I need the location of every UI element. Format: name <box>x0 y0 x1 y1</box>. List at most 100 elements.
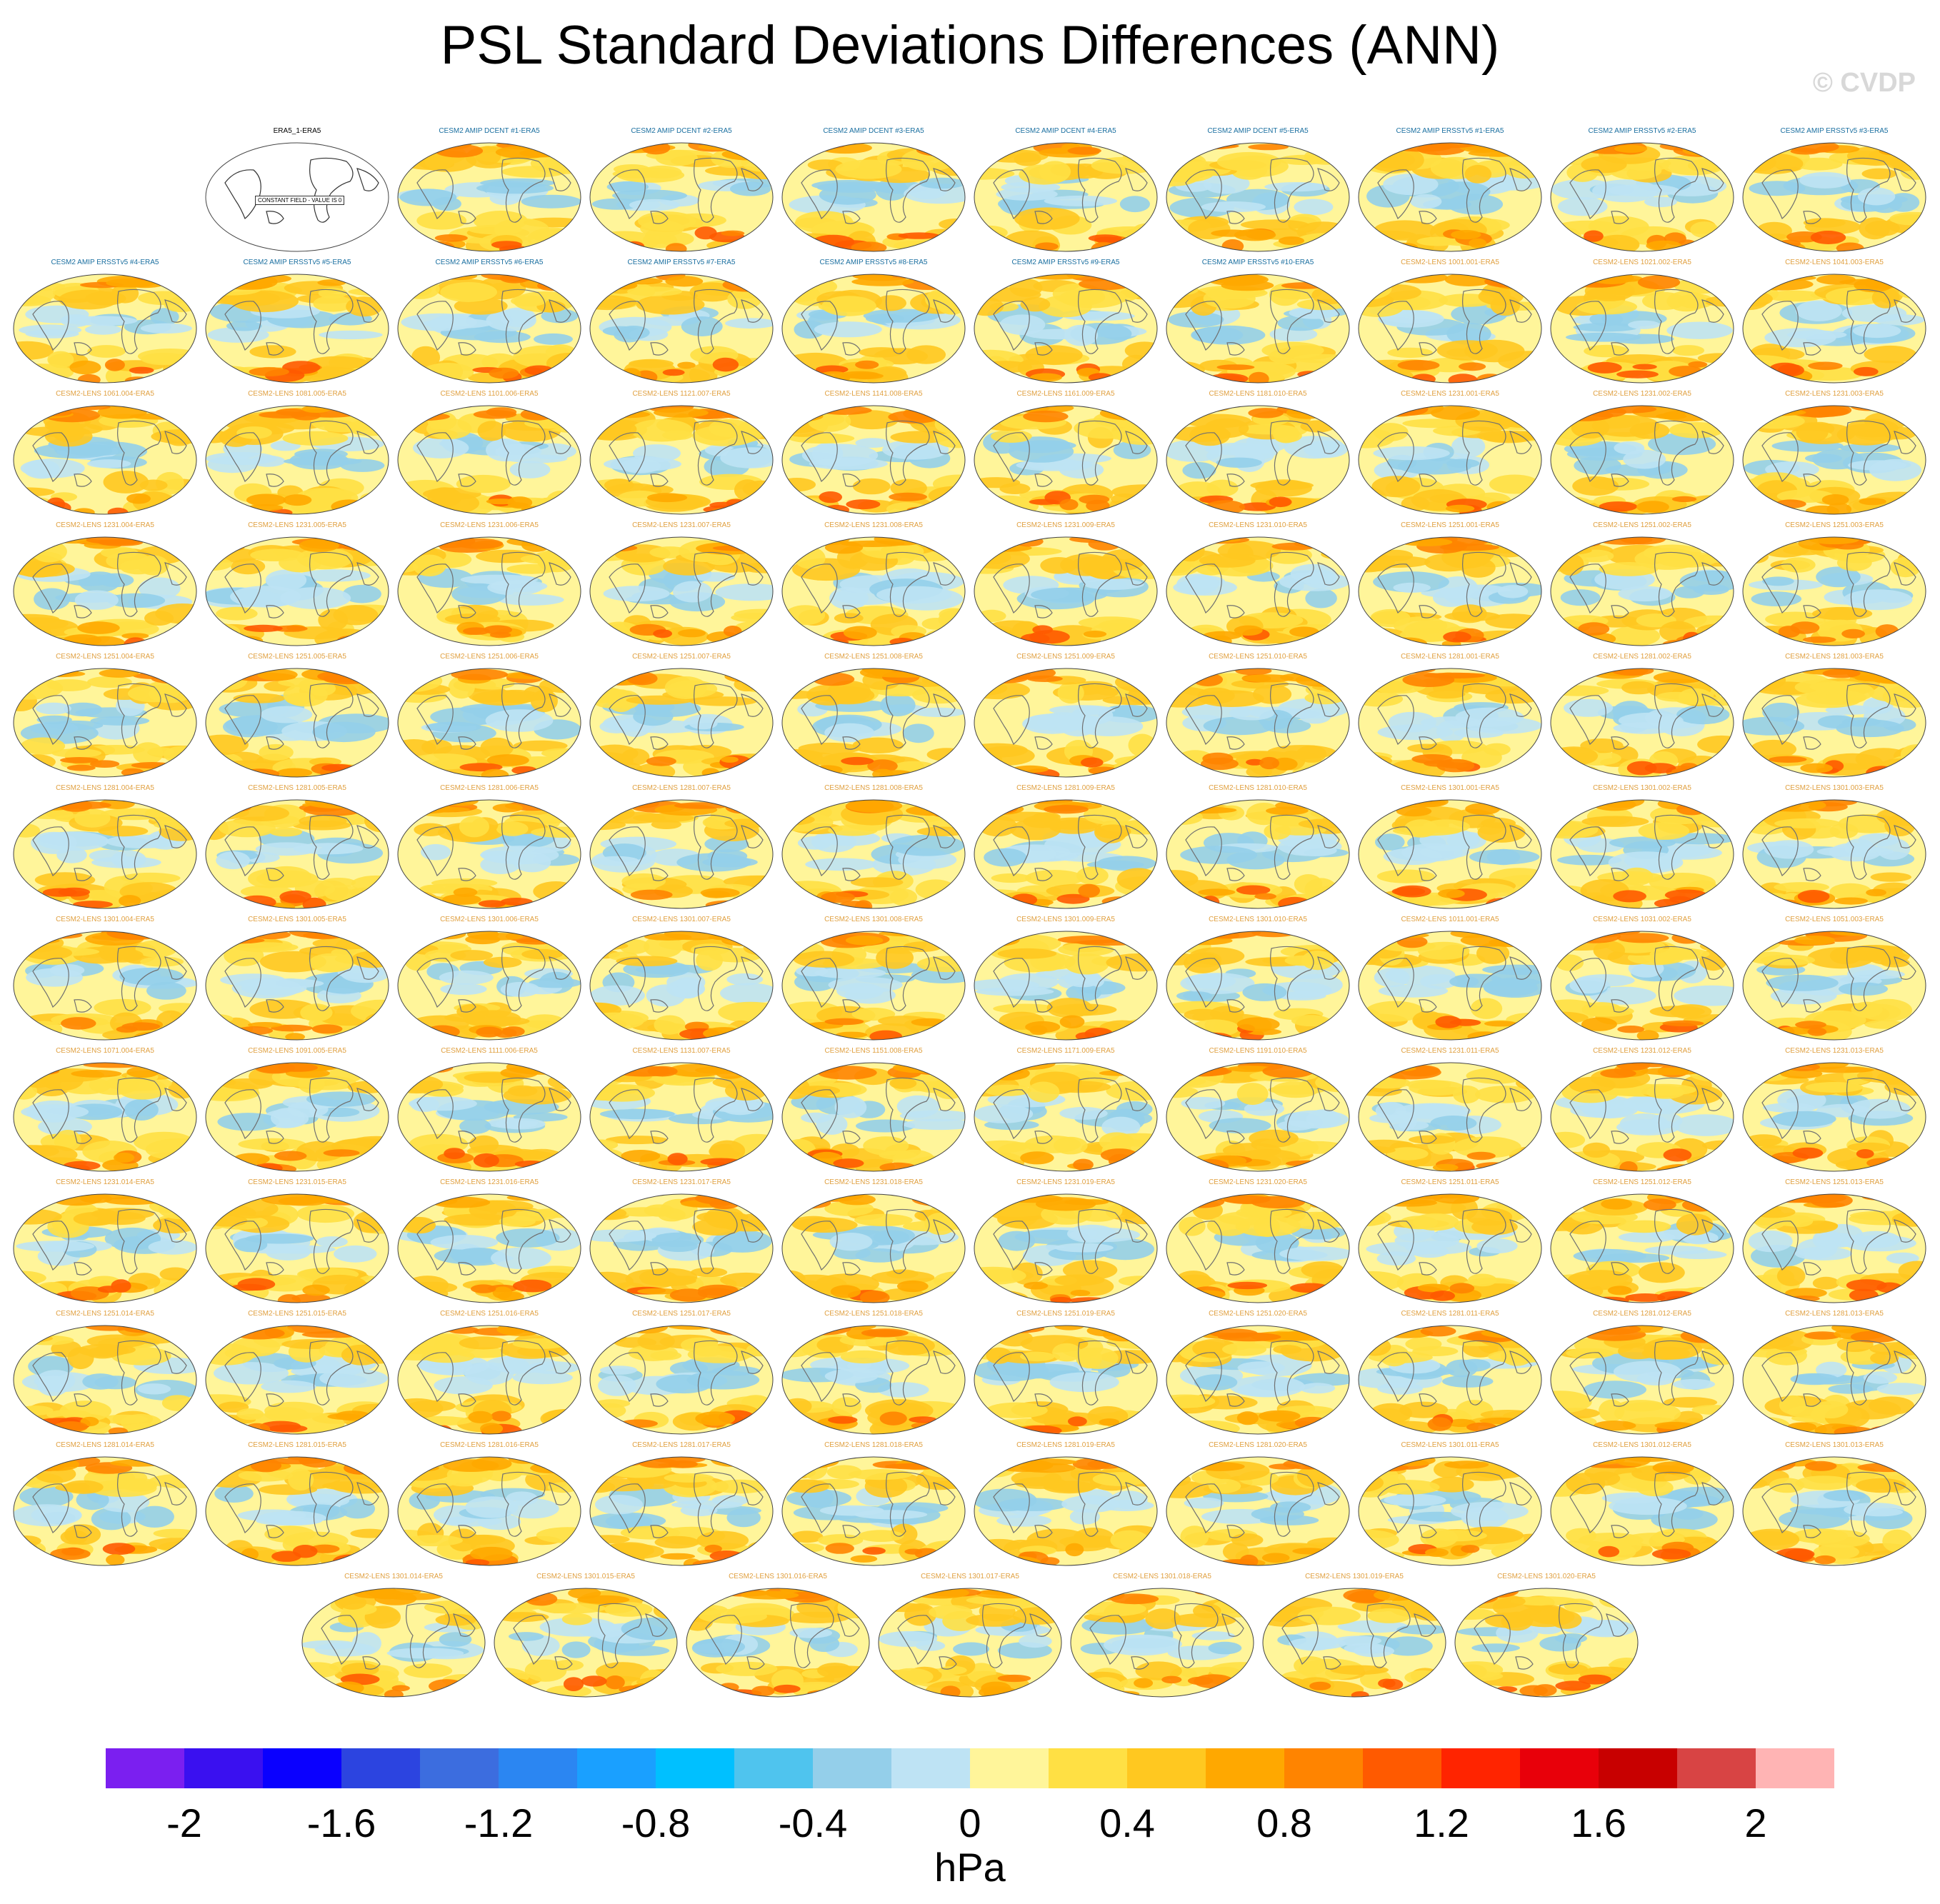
map-panel: CESM2-LENS 1231.005-ERA5 <box>204 521 391 648</box>
colorbar-segment <box>970 1748 1049 1788</box>
map-panel: CESM2-LENS 1281.004-ERA5 <box>11 784 199 911</box>
panel-title: CESM2-LENS 1231.016-ERA5 <box>440 1178 539 1186</box>
watermark: © CVDP <box>1812 68 1916 98</box>
map-plot <box>1166 1325 1350 1435</box>
map-panel: CESM2-LENS 1081.005-ERA5 <box>204 390 391 517</box>
panel-title: CESM2-LENS 1301.017-ERA5 <box>921 1573 1019 1580</box>
map-panel: ERA5_1-ERA5 CONSTANT FIELD - VALUE IS 0 <box>204 127 391 254</box>
map-plot <box>1550 142 1734 252</box>
map-plot <box>781 142 966 252</box>
colorbar-segment <box>184 1748 264 1788</box>
map-plot <box>1742 405 1926 515</box>
map-panel: CESM2-LENS 1231.017-ERA5 <box>588 1178 775 1306</box>
map-panel: CESM2-LENS 1231.015-ERA5 <box>204 1178 391 1306</box>
map-panel: CESM2-LENS 1301.002-ERA5 <box>1549 784 1736 911</box>
map-panel: CESM2-LENS 1231.011-ERA5 <box>1356 1047 1544 1174</box>
panel-title: CESM2 AMIP DCENT #1-ERA5 <box>439 127 540 135</box>
map-plot <box>589 1325 774 1435</box>
map-plot <box>974 1062 1158 1172</box>
map-panel: CESM2-LENS 1091.005-ERA5 <box>204 1047 391 1174</box>
map-plot <box>781 668 966 778</box>
map-panel: CESM2-LENS 1231.006-ERA5 <box>396 521 583 648</box>
map-plot <box>1070 1588 1254 1698</box>
map-panel: CESM2-LENS 1301.010-ERA5 <box>1164 916 1351 1043</box>
panel-title: CESM2-LENS 1281.014-ERA5 <box>56 1441 154 1449</box>
map-panel: CESM2-LENS 1121.007-ERA5 <box>588 390 775 517</box>
map-plot <box>589 405 774 515</box>
map-panel: CESM2-LENS 1151.008-ERA5 <box>780 1047 967 1174</box>
map-panel: CESM2-LENS 1281.009-ERA5 <box>972 784 1159 911</box>
colorbar-tick-label: -1.2 <box>464 1800 534 1845</box>
map-panel: CESM2-LENS 1141.008-ERA5 <box>780 390 967 517</box>
panel-title: CESM2 AMIP ERSSTv5 #5-ERA5 <box>243 259 351 266</box>
map-plot <box>397 1193 581 1303</box>
map-panel: CESM2-LENS 1301.013-ERA5 <box>1741 1441 1928 1568</box>
map-panel: CESM2-LENS 1281.010-ERA5 <box>1164 784 1351 911</box>
colorbar-segment <box>341 1748 421 1788</box>
map-plot <box>589 1062 774 1172</box>
map-panel: CESM2-LENS 1301.014-ERA5 <box>300 1573 487 1700</box>
panel-title: CESM2-LENS 1301.013-ERA5 <box>1785 1441 1884 1449</box>
map-panel: CESM2-LENS 1301.006-ERA5 <box>396 916 583 1043</box>
panel-title: CESM2 AMIP DCENT #3-ERA5 <box>823 127 924 135</box>
map-panel: CESM2-LENS 1281.003-ERA5 <box>1741 653 1928 780</box>
map-panel: CESM2 AMIP DCENT #2-ERA5 <box>588 127 775 254</box>
map-plot <box>781 405 966 515</box>
map-plot <box>13 799 197 909</box>
map-plot <box>1550 1325 1734 1435</box>
map-panel: CESM2-LENS 1231.001-ERA5 <box>1356 390 1544 517</box>
map-plot <box>974 142 1158 252</box>
map-panel: CESM2-LENS 1301.008-ERA5 <box>780 916 967 1043</box>
panel-title: CESM2-LENS 1251.009-ERA5 <box>1016 653 1115 661</box>
map-panel: CESM2-LENS 1231.010-ERA5 <box>1164 521 1351 648</box>
map-panel: CESM2 AMIP ERSSTv5 #10-ERA5 <box>1164 259 1351 386</box>
map-panel: CESM2-LENS 1281.015-ERA5 <box>204 1441 391 1568</box>
map-panel: CESM2-LENS 1001.001-ERA5 <box>1356 259 1544 386</box>
map-panel: CESM2-LENS 1301.018-ERA5 <box>1069 1573 1256 1700</box>
map-panel: CESM2-LENS 1281.016-ERA5 <box>396 1441 583 1568</box>
panel-title: CESM2-LENS 1091.005-ERA5 <box>248 1047 346 1055</box>
map-plot <box>1742 1062 1926 1172</box>
map-panel: CESM2-LENS 1231.012-ERA5 <box>1549 1047 1736 1174</box>
map-panel: CESM2 AMIP ERSSTv5 #2-ERA5 <box>1549 127 1736 254</box>
map-panel: CESM2-LENS 1251.010-ERA5 <box>1164 653 1351 780</box>
map-panel: CESM2-LENS 1021.002-ERA5 <box>1549 259 1736 386</box>
panel-title: CESM2-LENS 1301.010-ERA5 <box>1209 916 1307 923</box>
map-plot <box>1742 931 1926 1041</box>
colorbar-tick-label: -2 <box>166 1800 202 1845</box>
map-panel: CESM2-LENS 1301.015-ERA5 <box>492 1573 679 1700</box>
map-plot <box>1166 142 1350 252</box>
panel-title: CESM2-LENS 1051.003-ERA5 <box>1785 916 1884 923</box>
map-plot <box>1358 274 1542 384</box>
map-plot <box>589 274 774 384</box>
map-plot <box>974 799 1158 909</box>
map-panel: CESM2-LENS 1011.001-ERA5 <box>1356 916 1544 1043</box>
panel-title: CESM2-LENS 1101.006-ERA5 <box>440 390 539 398</box>
map-panel: CESM2-LENS 1281.008-ERA5 <box>780 784 967 911</box>
map-plot <box>589 536 774 646</box>
map-panel: CESM2-LENS 1281.017-ERA5 <box>588 1441 775 1568</box>
map-panel: CESM2-LENS 1251.020-ERA5 <box>1164 1310 1351 1437</box>
map-panel: CESM2-LENS 1251.009-ERA5 <box>972 653 1159 780</box>
map-plot <box>397 142 581 252</box>
panel-title: CESM2-LENS 1281.006-ERA5 <box>440 784 539 792</box>
panel-title: CESM2-LENS 1301.015-ERA5 <box>536 1573 635 1580</box>
panel-title: CESM2-LENS 1301.006-ERA5 <box>440 916 539 923</box>
map-plot <box>974 1193 1158 1303</box>
panel-title: CESM2-LENS 1281.005-ERA5 <box>248 784 346 792</box>
colorbar-segment <box>891 1748 971 1788</box>
panel-title: CESM2-LENS 1231.009-ERA5 <box>1016 521 1115 529</box>
map-panel: CESM2-LENS 1301.012-ERA5 <box>1549 1441 1736 1568</box>
map-plot <box>13 536 197 646</box>
panel-title: CESM2-LENS 1161.009-ERA5 <box>1016 390 1115 398</box>
panel-title: CESM2-LENS 1231.002-ERA5 <box>1593 390 1691 398</box>
panel-title: CESM2-LENS 1281.001-ERA5 <box>1401 653 1499 661</box>
panel-title: CESM2-LENS 1251.019-ERA5 <box>1016 1310 1115 1318</box>
colorbar <box>106 1748 1834 1788</box>
map-plot <box>205 1325 389 1435</box>
map-panel: CESM2-LENS 1251.008-ERA5 <box>780 653 967 780</box>
panel-title: CESM2-LENS 1281.004-ERA5 <box>56 784 154 792</box>
panel-title: CESM2-LENS 1301.005-ERA5 <box>248 916 346 923</box>
map-plot <box>1166 931 1350 1041</box>
map-panel: CESM2-LENS 1231.004-ERA5 <box>11 521 199 648</box>
